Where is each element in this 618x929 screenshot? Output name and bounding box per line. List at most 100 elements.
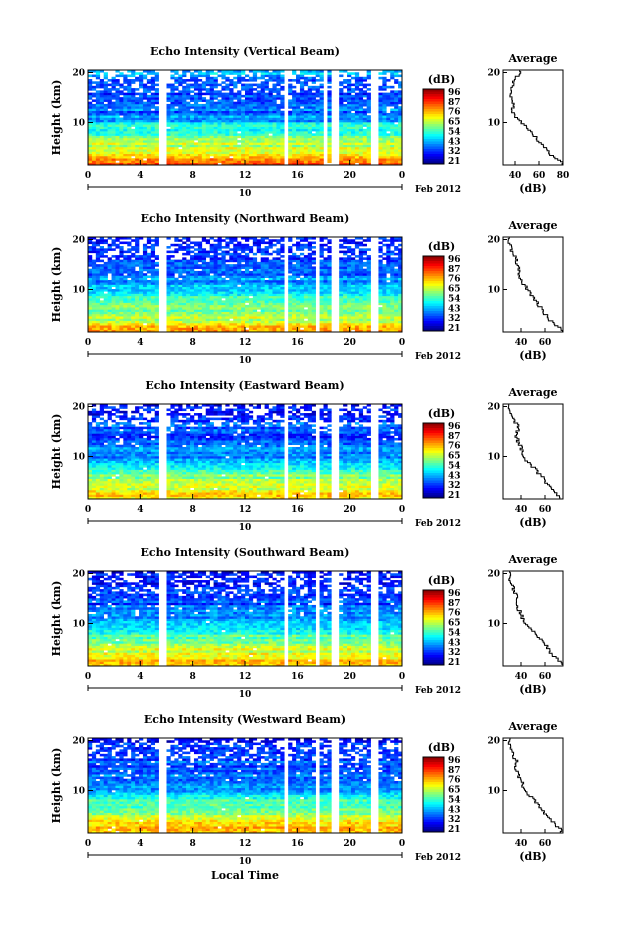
heatmap-cell bbox=[390, 293, 395, 297]
heatmap-cell bbox=[213, 124, 218, 127]
heatmap-cell bbox=[178, 282, 183, 285]
heatmap-cell bbox=[288, 304, 293, 308]
heatmap-cell bbox=[382, 158, 387, 161]
heatmap-cell bbox=[248, 162, 254, 166]
heatmap-cell bbox=[327, 158, 332, 161]
heatmap-cell bbox=[237, 160, 242, 164]
heatmap-cell bbox=[88, 277, 93, 281]
heatmap-cell bbox=[213, 101, 218, 105]
heatmap-cell bbox=[150, 155, 156, 159]
heatmap-cell bbox=[186, 289, 191, 292]
heatmap-cell bbox=[99, 144, 104, 148]
heatmap-cell bbox=[197, 153, 203, 157]
heatmap-cell bbox=[323, 318, 328, 321]
heatmap-cell bbox=[311, 142, 316, 145]
heatmap-cell bbox=[193, 85, 199, 89]
heatmap-cell bbox=[315, 90, 320, 93]
heatmap-cell bbox=[166, 304, 171, 308]
heatmap-cell bbox=[299, 142, 305, 145]
heatmap-cell bbox=[154, 126, 159, 130]
heatmap-cell bbox=[119, 291, 124, 294]
heatmap-cell bbox=[135, 318, 140, 321]
heatmap-cell bbox=[256, 76, 261, 80]
heatmap-cell bbox=[272, 277, 277, 281]
heatmap-cell bbox=[107, 131, 112, 134]
heatmap-cell bbox=[166, 270, 171, 274]
heatmap-cell bbox=[154, 94, 159, 98]
heatmap-cell bbox=[378, 270, 383, 274]
heatmap-cell bbox=[166, 122, 171, 125]
heatmap-cell bbox=[209, 298, 214, 301]
heatmap-cell bbox=[190, 268, 195, 272]
heatmap-cell bbox=[237, 97, 242, 100]
heatmap-cell bbox=[123, 329, 128, 333]
heatmap-cell bbox=[221, 72, 226, 75]
heatmap-cell bbox=[299, 101, 305, 105]
heatmap-cell bbox=[299, 108, 305, 112]
heatmap-cell bbox=[264, 293, 269, 297]
heatmap-cell bbox=[307, 153, 313, 157]
heatmap-cell bbox=[350, 151, 356, 154]
heatmap-cell bbox=[115, 298, 120, 301]
heatmap-cell bbox=[288, 149, 293, 152]
heatmap-cell bbox=[182, 259, 187, 263]
heatmap-cell bbox=[166, 99, 171, 102]
heatmap-cell bbox=[146, 103, 152, 107]
heatmap-cell bbox=[280, 327, 285, 331]
heatmap-cell bbox=[241, 142, 246, 145]
heatmap-cell bbox=[256, 316, 261, 319]
heatmap-cell bbox=[205, 103, 210, 107]
heatmap-cell bbox=[142, 311, 148, 315]
heatmap-cell bbox=[166, 135, 171, 139]
heatmap-cell bbox=[123, 131, 128, 134]
heatmap-cell bbox=[213, 135, 218, 139]
heatmap-cell bbox=[323, 289, 328, 292]
heatmap-cell bbox=[292, 119, 297, 123]
heatmap-cell bbox=[170, 103, 175, 107]
heatmap-cell bbox=[307, 88, 313, 91]
heatmap-cell bbox=[229, 133, 234, 136]
heatmap-cell bbox=[382, 128, 387, 132]
heatmap-cell bbox=[339, 275, 344, 279]
heatmap-cell bbox=[347, 74, 352, 78]
heatmap-cell bbox=[119, 83, 124, 87]
heatmap-cell bbox=[166, 268, 171, 272]
heatmap-cell bbox=[186, 279, 191, 283]
heatmap-cell bbox=[146, 110, 152, 114]
heatmap-cell bbox=[111, 318, 116, 321]
heatmap-cell bbox=[166, 289, 171, 292]
heatmap-cell bbox=[303, 90, 309, 93]
heatmap-cell bbox=[343, 286, 348, 290]
heatmap-cell bbox=[248, 329, 254, 333]
heatmap-cell bbox=[166, 298, 171, 301]
heatmap-cell bbox=[386, 94, 391, 98]
heatmap-cell bbox=[213, 279, 218, 283]
heatmap-cell bbox=[292, 72, 297, 75]
heatmap-cell bbox=[201, 151, 207, 154]
heatmap-cell bbox=[354, 261, 360, 265]
heatmap-cell bbox=[154, 286, 159, 290]
heatmap-cell bbox=[115, 279, 120, 283]
heatmap-cell bbox=[131, 142, 136, 145]
heatmap-cell bbox=[221, 140, 226, 143]
heatmap-cell bbox=[276, 304, 281, 308]
heatmap-cell bbox=[99, 155, 104, 159]
heatmap-cell bbox=[146, 282, 152, 285]
heatmap-cell bbox=[241, 313, 246, 317]
heatmap-cell bbox=[394, 284, 399, 288]
heatmap-cell bbox=[182, 124, 187, 127]
heatmap-cell bbox=[378, 101, 383, 105]
heatmap-cell bbox=[248, 279, 254, 283]
heatmap-cell bbox=[197, 266, 203, 269]
heatmap-cell bbox=[398, 155, 403, 159]
heatmap-cell bbox=[327, 307, 332, 310]
heatmap-cell bbox=[193, 286, 199, 290]
heatmap-cell bbox=[182, 320, 187, 324]
heatmap-cell bbox=[264, 289, 269, 292]
heatmap-cell bbox=[311, 158, 316, 161]
heatmap-cell bbox=[107, 160, 112, 164]
heatmap-cell bbox=[272, 103, 277, 107]
heatmap-cell bbox=[139, 108, 144, 112]
heatmap-cell bbox=[229, 160, 234, 164]
heatmap-cell bbox=[190, 162, 195, 166]
